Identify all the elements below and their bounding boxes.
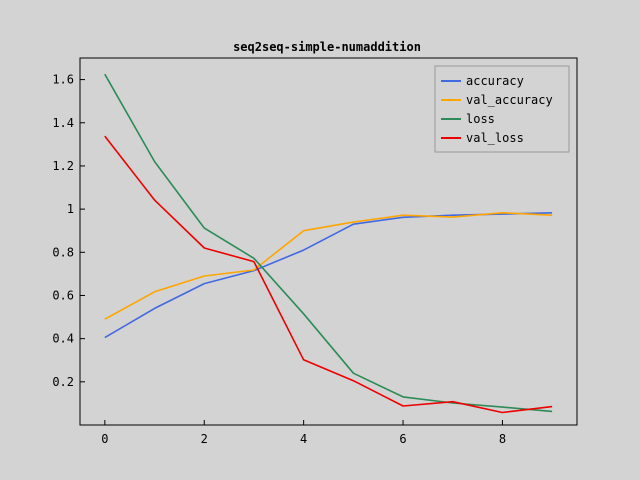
x-tick-label: 6 bbox=[399, 432, 406, 446]
legend-label: val_accuracy bbox=[466, 93, 553, 107]
axis-ticks: 0 2 4 6 8 0.2 0.4 0.6 0.8 1 1.2 1.4 1.6 bbox=[52, 73, 506, 446]
y-tick-label: 0.4 bbox=[52, 332, 74, 346]
series-line-loss bbox=[104, 73, 553, 413]
x-tick-label: 4 bbox=[300, 432, 307, 446]
series-lines bbox=[104, 73, 553, 414]
series-line-val-accuracy bbox=[104, 212, 553, 320]
y-tick-label: 0.2 bbox=[52, 375, 74, 389]
legend-label: val_loss bbox=[466, 131, 524, 145]
legend-label: loss bbox=[466, 112, 495, 126]
y-tick-label: 1 bbox=[67, 202, 74, 216]
x-tick-label: 2 bbox=[201, 432, 208, 446]
x-tick-label: 0 bbox=[101, 432, 108, 446]
x-tick-label: 8 bbox=[499, 432, 506, 446]
y-tick-label: 0.6 bbox=[52, 288, 74, 302]
y-tick-label: 1.2 bbox=[52, 159, 74, 173]
legend-label: accuracy bbox=[466, 74, 524, 88]
y-tick-label: 1.6 bbox=[52, 73, 74, 87]
y-tick-label: 0.8 bbox=[52, 245, 74, 259]
chart-title: seq2seq-simple-numaddition bbox=[233, 40, 421, 54]
y-tick-label: 1.4 bbox=[52, 116, 74, 130]
series-line-val-loss bbox=[104, 135, 553, 414]
